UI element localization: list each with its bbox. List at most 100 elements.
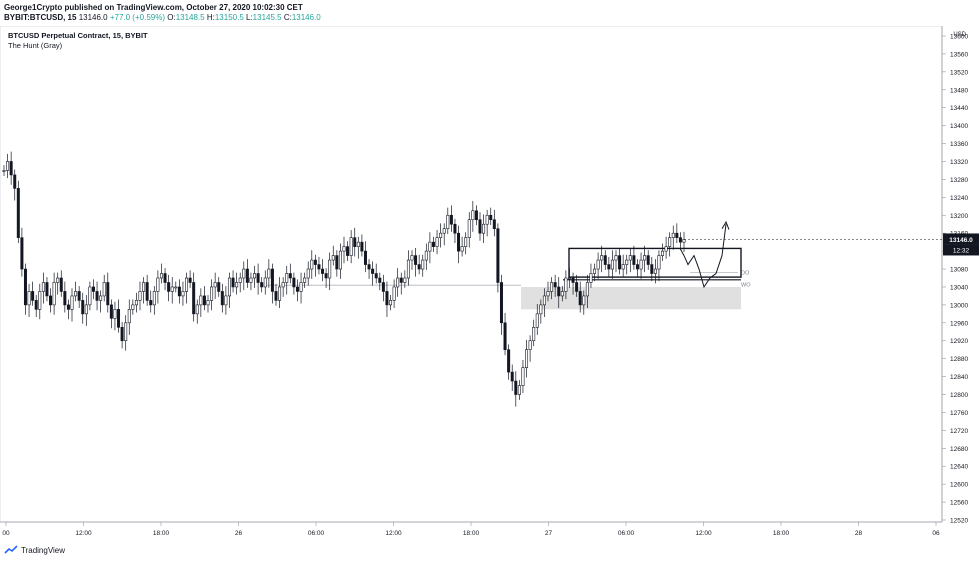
wo-label: WO [741, 282, 751, 288]
candle-body [260, 282, 264, 288]
candle-body [453, 223, 457, 234]
time-axis: 00 12:00 18:00 26 06:00 12:00 18:00 27 06:00 12:0… [2, 522, 940, 537]
candle-body [181, 291, 185, 297]
candle-body [56, 277, 60, 283]
candle-body [149, 300, 153, 306]
candle-body [338, 250, 342, 270]
candle-body [349, 237, 353, 256]
candle-body [303, 277, 307, 283]
projection-arrow-icon [721, 220, 730, 230]
y-tick-label: 13600 [950, 34, 968, 41]
candle-body [84, 304, 88, 315]
candle-body [274, 291, 278, 301]
candle-body [127, 309, 131, 324]
candle-body [249, 277, 253, 283]
candle-body [675, 232, 679, 238]
y-tick-label: 13080 [950, 267, 968, 274]
drawings: DO WO [260, 247, 751, 310]
candle-body [589, 273, 593, 283]
candle-body [295, 286, 299, 292]
candle-body [227, 277, 231, 297]
candle-body [431, 241, 435, 247]
y-tick-label: 13560 [950, 51, 968, 58]
candle-body [550, 282, 554, 292]
x-tick-label: 28 [855, 530, 863, 537]
candle-body [328, 259, 332, 279]
close-value: 13146.0 [291, 13, 321, 22]
candle-body [517, 385, 521, 395]
candle-body [31, 291, 35, 301]
candle-body [310, 259, 314, 270]
candle-body [109, 304, 113, 319]
candle-body [385, 291, 389, 306]
candle-body [213, 282, 217, 288]
candle-body [539, 304, 543, 315]
price-chart[interactable]: BTCUSD Perpetual Contract, 15, BYBIT The… [0, 25, 980, 540]
y-tick-label: 12960 [950, 320, 968, 327]
candle-body [134, 300, 138, 306]
candle-body [217, 282, 221, 292]
candle-body [267, 268, 271, 279]
y-tick-label: 12920 [950, 338, 968, 345]
candle-body [34, 300, 38, 310]
candle-body [635, 264, 639, 270]
candle-body [23, 268, 27, 306]
candle-body [374, 273, 378, 279]
tradingview-logo-icon [4, 545, 18, 554]
candle-body [52, 282, 56, 306]
candle-body [281, 282, 285, 288]
price-axis: 13600 13560 13520 13480 13440 13400 13360 13320… [942, 34, 968, 525]
candle-body [174, 286, 178, 289]
chart-title: BTCUSD Perpetual Contract, 15, BYBIT [8, 31, 148, 40]
candle-body [45, 282, 49, 297]
candle-body [299, 282, 303, 292]
candle-body [313, 259, 317, 265]
candle-body [81, 300, 85, 315]
candle-body [664, 246, 668, 252]
y-tick-label: 13280 [950, 177, 968, 184]
candle-body [13, 174, 17, 189]
footer-brand: TradingView [4, 545, 65, 555]
y-tick-label: 13200 [950, 213, 968, 220]
candle-body [446, 214, 450, 230]
candle-body [224, 295, 228, 306]
candle-body [396, 277, 400, 288]
candle-body [632, 255, 636, 265]
candle-body [489, 214, 493, 221]
candle-body [525, 349, 529, 368]
open-label: O: [167, 13, 176, 22]
x-tick-label: 12:00 [695, 530, 712, 537]
candle-body [59, 277, 63, 292]
y-tick-label: 12880 [950, 356, 968, 363]
candle-body [478, 219, 482, 234]
x-tick-label: 18:00 [773, 530, 790, 537]
candle-body [575, 282, 579, 292]
y-tick-label: 12640 [950, 464, 968, 471]
candle-body [414, 255, 418, 265]
y-tick-label: 12520 [950, 518, 968, 525]
candle-body [2, 170, 6, 172]
chart-area[interactable]: BTCUSD Perpetual Contract, 15, BYBIT The… [0, 25, 980, 540]
candle-body [117, 309, 121, 328]
candle-body [410, 255, 414, 261]
last-price-badge [943, 233, 979, 245]
candle-body [202, 295, 206, 306]
candle-body [378, 277, 382, 283]
candle-body [439, 232, 443, 238]
candle-body [256, 273, 260, 283]
candle-body [199, 295, 203, 306]
candle-body [335, 255, 339, 270]
candle-body [678, 237, 682, 243]
candle-body [403, 277, 407, 283]
candle-body [231, 277, 235, 288]
candle-body [614, 255, 618, 261]
candle-body [668, 237, 672, 247]
y-tick-label: 12560 [950, 500, 968, 507]
footer-brand-text: TradingView [21, 545, 66, 555]
candle-body [188, 277, 192, 283]
publisher-text: George1Crypto published on TradingView.c… [4, 3, 303, 12]
candle-body [177, 286, 181, 297]
candle-body [288, 273, 292, 279]
countdown-badge-text: 12:32 [953, 247, 970, 254]
candle-body [235, 282, 239, 288]
